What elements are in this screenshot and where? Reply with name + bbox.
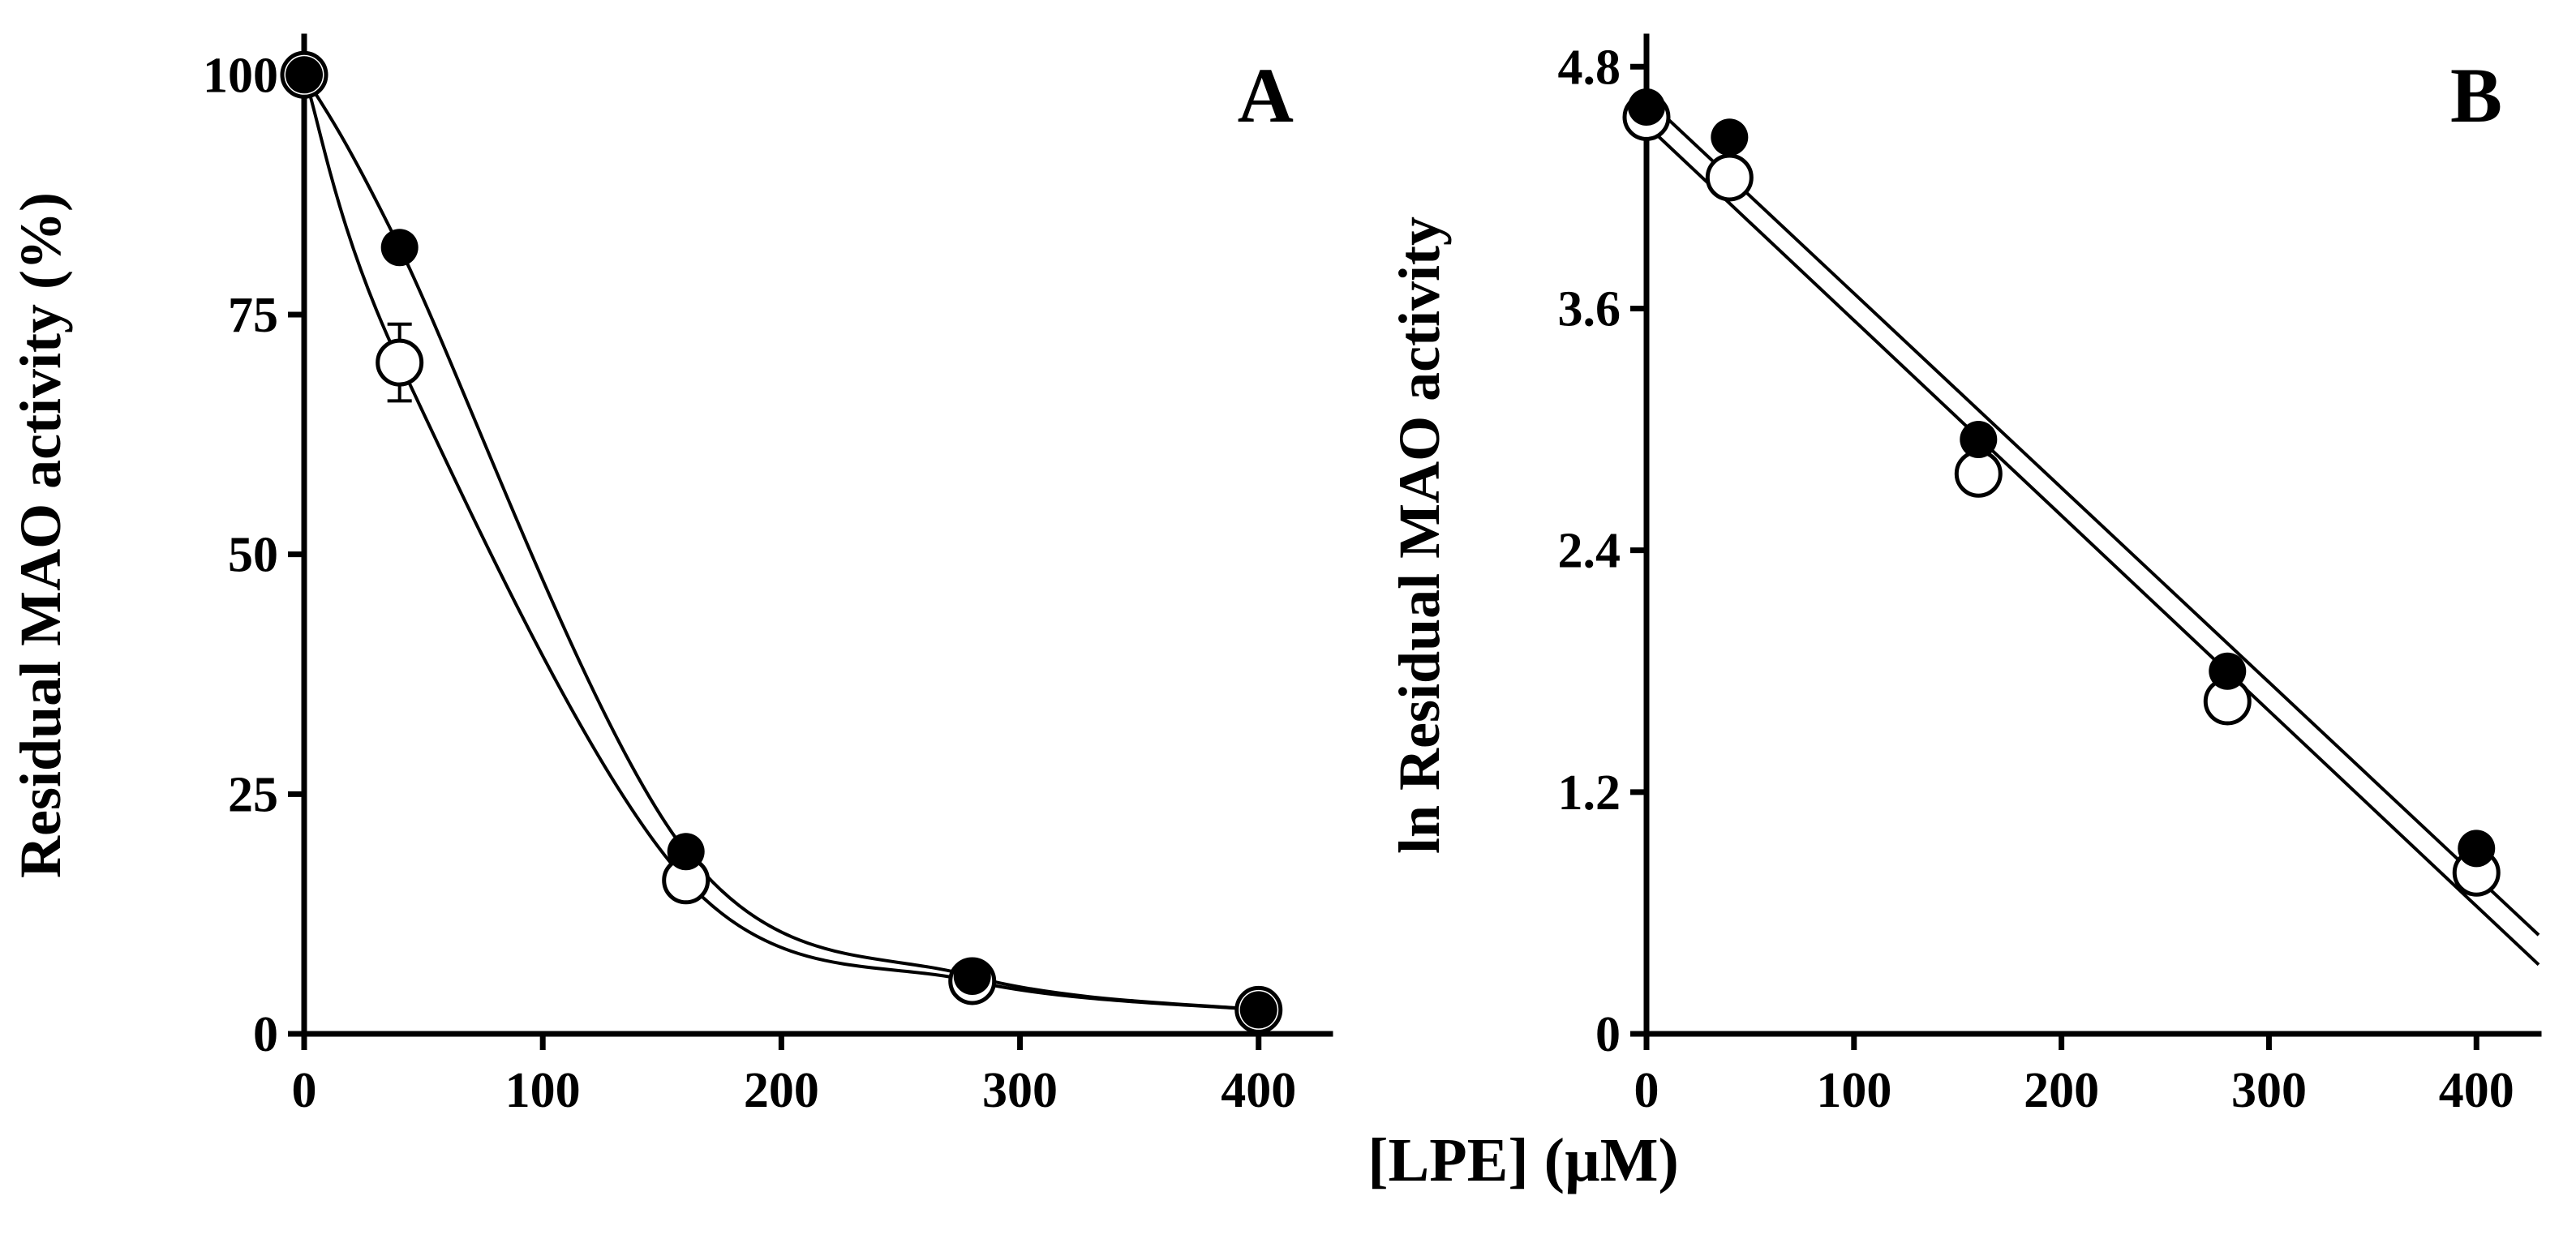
data-point-open-circle (1705, 153, 1754, 202)
axes (301, 33, 1333, 1037)
x-tick-label: 300 (2231, 1063, 2307, 1118)
y-tick-label: 50 (228, 528, 278, 583)
x-tick-label: 200 (2024, 1063, 2099, 1118)
panel-a: 0 100 200 300 400 0 25 50 75 100 Residual MAO acti… (0, 8, 1379, 1121)
y-tick-label: 100 (203, 48, 278, 103)
y-tick-label: 1.2 (1558, 765, 1621, 821)
panel-letter: A (1238, 52, 1294, 139)
series-line-filled-circles (303, 74, 1259, 1012)
y-tick-label: 25 (228, 767, 278, 822)
axes (1643, 33, 2542, 1037)
x-tick-label: 200 (744, 1063, 819, 1118)
x-tick-label: 400 (2439, 1063, 2514, 1118)
panel-b: 0 100 200 300 400 0 1.2 2.4 3.6 4.8 ln Residual MA… (1379, 8, 2563, 1121)
data-point-filled-circle (1628, 88, 1665, 126)
x-tick-label: 100 (1816, 1063, 1891, 1118)
chart-panels: 0 100 200 300 400 0 25 50 75 100 Residual MAO acti… (0, 8, 2576, 1121)
x-axis-label: [LPE] (µM) (1367, 1126, 1679, 1194)
x-tick-label: 300 (982, 1063, 1058, 1118)
y-tick-label: 0 (253, 1007, 278, 1062)
y-tick-label: 0 (1595, 1007, 1621, 1062)
data-point-filled-circle (1711, 118, 1749, 156)
mao-activity-figure: 0 100 200 300 400 0 25 50 75 100 Residual MAO acti… (0, 8, 2576, 1194)
y-axis-title: ln Residual MAO activity (1387, 217, 1452, 854)
y-tick-label: 2.4 (1558, 524, 1621, 579)
fit-line-open-circles (1645, 123, 2540, 967)
fit-line-filled-circles (1645, 97, 2540, 937)
data-point-filled-circle (953, 958, 991, 996)
data-point-filled-circle (1239, 991, 1277, 1029)
data-point-filled-circle (2458, 830, 2496, 868)
data-point-open-circle (1954, 449, 2003, 498)
data-point-filled-circle (1960, 420, 1998, 458)
chart-a-residual-mao-activity: 0 100 200 300 400 0 25 50 75 100 Residual MAO acti… (8, 33, 1333, 1118)
data-point-filled-circle (286, 56, 323, 94)
y-axis-title: Residual MAO activity (%) (8, 192, 73, 878)
x-tick-label: 400 (1221, 1063, 1296, 1118)
panel-letter: B (2450, 52, 2502, 139)
chart-b-ln-residual-mao-activity: 0 100 200 300 400 0 1.2 2.4 3.6 4.8 ln Residual MA… (1387, 33, 2542, 1118)
y-tick-label: 3.6 (1558, 281, 1621, 337)
data-point-filled-circle (2209, 652, 2247, 690)
x-tick-label: 0 (292, 1063, 317, 1118)
x-tick-label: 100 (505, 1063, 581, 1118)
y-tick-label: 75 (228, 288, 278, 343)
x-tick-label: 0 (1634, 1063, 1659, 1118)
data-point-filled-circle (380, 229, 419, 267)
series-line-open-circles (303, 74, 1259, 1012)
data-point-open-circle (376, 338, 424, 387)
data-point-filled-circle (667, 833, 705, 871)
y-tick-label: 4.8 (1558, 40, 1621, 95)
